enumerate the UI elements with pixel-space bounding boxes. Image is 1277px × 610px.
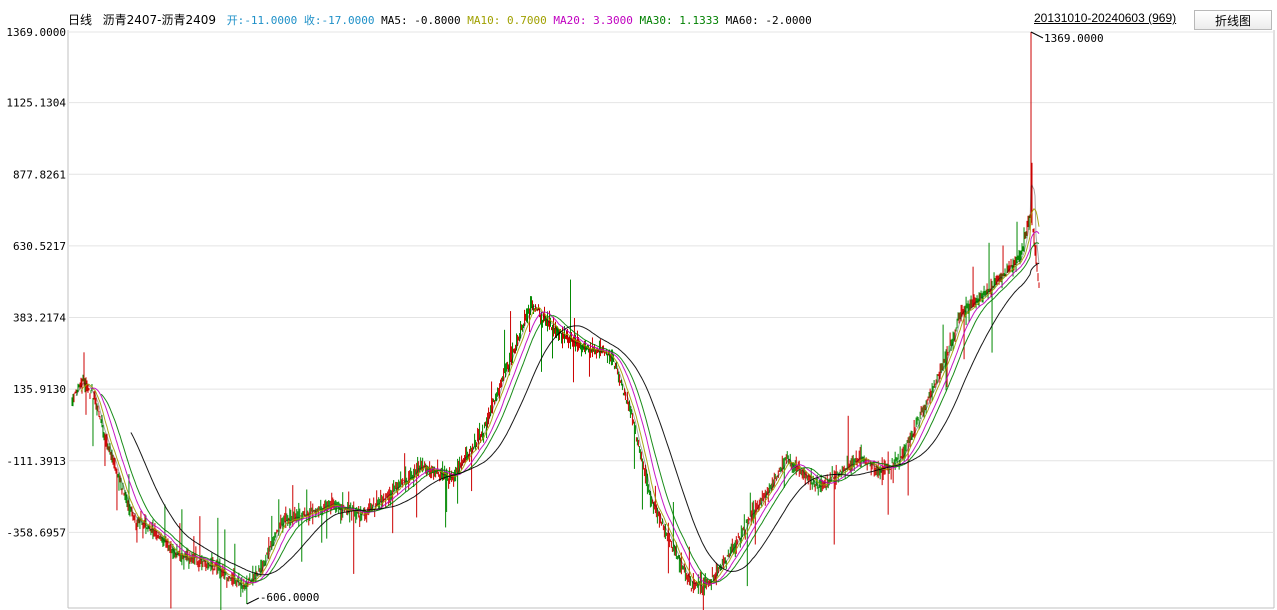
low-label: -606.0000 <box>260 591 320 604</box>
y-tick-label: 630.5217 <box>13 240 66 253</box>
date-range-link[interactable]: 20131010-20240603 (969) <box>1034 11 1177 25</box>
high-pointer <box>1030 31 1044 39</box>
moving-averages <box>75 184 1040 587</box>
candles <box>71 32 1040 610</box>
low-pointer <box>246 597 260 605</box>
ma30-label: MA30: 1.1333 <box>639 14 719 27</box>
open-value: -11.0000 <box>244 14 298 27</box>
instrument-label: 沥青2407-沥青2409 <box>102 13 217 27</box>
ma60-label: MA60: -2.0000 <box>725 14 812 27</box>
high-label: 1369.0000 <box>1044 32 1104 45</box>
ma10-label: MA10: 0.7000 <box>467 14 547 27</box>
ma60-line <box>130 262 1040 576</box>
ma30-line <box>100 242 1040 583</box>
y-tick-label: -111.3913 <box>6 455 66 468</box>
ma20-label: MA20: 3.3000 <box>553 14 633 27</box>
open-label: 开: <box>226 14 245 27</box>
ma20-line <box>90 231 1040 585</box>
y-tick-label: 1369.0000 <box>6 26 66 39</box>
y-tick-label: 135.9130 <box>13 383 66 396</box>
ma10-line <box>80 208 1040 586</box>
y-tick-label: 1125.1304 <box>6 97 66 110</box>
y-tick-label: 877.8261 <box>13 168 66 181</box>
line-chart-button[interactable]: 折线图 <box>1194 10 1272 30</box>
period-label: 日线 <box>68 13 93 27</box>
y-axis: 1369.0000 1125.1304 877.8261 630.5217 383.21… <box>6 26 66 539</box>
legend: 日线 沥青2407-沥青2409 开:-11.0000 收:-17.0000 M… <box>68 11 812 28</box>
close-label: 收: <box>303 14 322 27</box>
ma5-line <box>75 184 1040 587</box>
extreme-annotations: 1369.0000 -606.0000 <box>246 31 1104 605</box>
y-tick-label: 383.2174 <box>13 312 66 325</box>
grid <box>67 30 1275 609</box>
close-value: -17.0000 <box>321 14 375 27</box>
ma5-label: MA5: -0.8000 <box>381 14 461 27</box>
y-tick-label: -358.6957 <box>6 526 66 539</box>
